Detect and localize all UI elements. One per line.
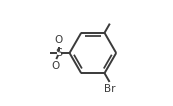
Text: S: S [55,48,62,58]
Text: O: O [52,61,60,71]
Text: O: O [55,35,63,45]
Text: Br: Br [104,84,116,93]
